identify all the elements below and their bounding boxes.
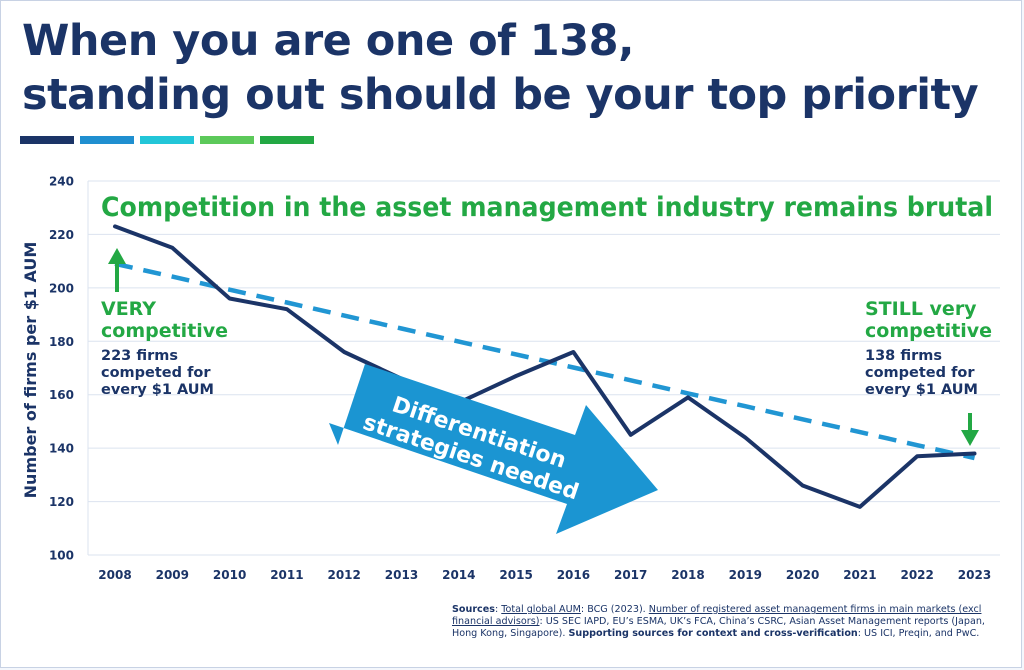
x-tick-label: 2013 — [385, 568, 418, 582]
sources-sep: : — [494, 604, 502, 615]
down-arrow-head-icon — [961, 430, 979, 446]
stripe-light-green — [200, 136, 254, 144]
left-annotation: VERY competitive 223 firms competed for … — [101, 248, 228, 398]
right-heading-line-1: STILL very — [865, 298, 977, 320]
x-axis-ticks: 2008 2009 2010 2011 2012 2013 2014 2015 2016 2017… — [98, 568, 991, 582]
stripe-blue — [80, 136, 134, 144]
x-tick-label: 2020 — [786, 568, 819, 582]
grid-lines — [87, 180, 1000, 556]
chart-headline: Competition in the asset management indu… — [101, 192, 993, 223]
series-line-trend — [114, 261, 975, 461]
left-detail-line-2: competed for — [101, 365, 211, 381]
sources-supporting-label: Supporting sources for context and cross… — [568, 628, 858, 639]
x-tick-label: 2009 — [156, 568, 189, 582]
y-tick-label: 200 — [49, 281, 74, 295]
stripe-navy — [20, 136, 74, 144]
right-heading-line-2: competitive — [865, 320, 992, 342]
sources-note: Sources: Total global AUM: BCG (2023). N… — [452, 604, 1012, 640]
x-tick-label: 2019 — [729, 568, 762, 582]
y-tick-label: 160 — [49, 388, 74, 402]
up-arrow-head-icon — [108, 248, 126, 264]
left-detail-line-1: 223 firms — [101, 348, 178, 364]
y-axis-label: Number of firms per $1 AUM — [21, 242, 40, 499]
x-tick-label: 2022 — [900, 568, 933, 582]
y-tick-label: 140 — [49, 442, 74, 456]
sources-link-aum[interactable]: Total global AUM — [501, 604, 581, 615]
left-detail-line-3: every $1 AUM — [101, 382, 214, 398]
left-heading-line-1: VERY — [101, 298, 156, 320]
x-tick-label: 2010 — [213, 568, 246, 582]
slide-title-line-1: When you are one of 138, — [22, 16, 634, 66]
x-tick-label: 2015 — [499, 568, 532, 582]
sources-text-3: : US ICI, Preqin, and PwC. — [857, 628, 980, 639]
stripe-cyan — [140, 136, 194, 144]
right-annotation: STILL very competitive 138 firms compete… — [865, 298, 992, 446]
left-heading-line-2: competitive — [101, 320, 228, 342]
sources-text-2: : US SEC IAPD, EU’s ESMA, UK’s FCA, Chin… — [452, 616, 985, 639]
arrow-shape — [329, 364, 658, 534]
x-tick-label: 2021 — [843, 568, 876, 582]
x-tick-label: 2018 — [671, 568, 704, 582]
x-tick-label: 2017 — [614, 568, 647, 582]
y-tick-label: 240 — [49, 175, 74, 189]
y-tick-label: 120 — [49, 495, 74, 509]
x-tick-label: 2023 — [958, 568, 991, 582]
stripe-green — [260, 136, 314, 144]
sources-link-firms[interactable]: Number of registered asset management fi… — [452, 604, 982, 627]
series-line-firms — [113, 224, 977, 509]
sources-text-1: : BCG (2023). — [580, 604, 649, 615]
right-detail-line-3: every $1 AUM — [865, 382, 978, 398]
y-axis-ticks: 100 120 140 160 180 200 220 240 — [49, 175, 74, 563]
sources-label: Sources — [452, 604, 495, 615]
x-tick-label: 2014 — [442, 568, 475, 582]
y-tick-label: 100 — [49, 549, 74, 563]
differentiation-arrow: Differentiation strategies needed — [329, 364, 658, 534]
right-detail-line-1: 138 firms — [865, 348, 942, 364]
y-tick-label: 180 — [49, 335, 74, 349]
slide-title-line-2: standing out should be your top priority — [22, 70, 979, 120]
slide-title: When you are one of 138, standing out sh… — [22, 14, 1012, 122]
x-tick-label: 2016 — [557, 568, 590, 582]
right-detail-line-2: competed for — [865, 365, 975, 381]
x-tick-label: 2012 — [327, 568, 360, 582]
y-tick-label: 220 — [49, 228, 74, 242]
x-tick-label: 2011 — [270, 568, 303, 582]
x-tick-label: 2008 — [98, 568, 131, 582]
